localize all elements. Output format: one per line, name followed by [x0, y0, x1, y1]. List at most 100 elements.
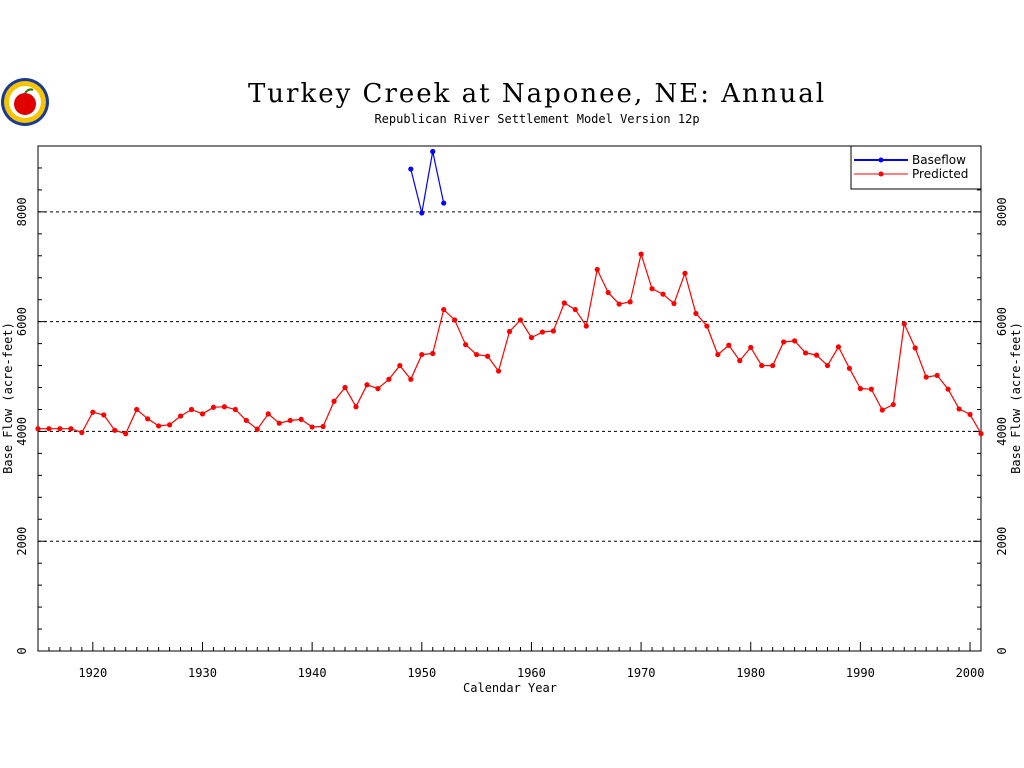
data-point-predicted [123, 431, 129, 437]
data-point-predicted [967, 411, 973, 418]
series-line-predicted [38, 251, 982, 435]
data-point-predicted [419, 351, 425, 358]
data-point-predicted [57, 426, 63, 432]
data-point-predicted [517, 317, 524, 323]
data-point-predicted [759, 362, 765, 369]
x-tick-label: 1990 [846, 666, 875, 680]
series-layer [35, 148, 984, 437]
data-point-predicted [463, 342, 469, 348]
x-tick-label: 1970 [627, 666, 656, 680]
y-tick-label: 8000 [15, 197, 29, 226]
axis-ticks [38, 167, 981, 652]
data-point-predicted [835, 344, 842, 350]
data-point-predicted [430, 350, 436, 357]
data-point-predicted [605, 289, 611, 296]
x-axis-label: Calendar Year [463, 681, 557, 695]
plot-frame [37, 145, 982, 652]
data-point-predicted [978, 431, 984, 437]
legend: Baseflow Predicted [850, 145, 982, 190]
data-point-predicted [550, 328, 556, 334]
data-point-baseflow [419, 210, 425, 216]
data-point-predicted [748, 344, 754, 351]
data-point-predicted [101, 412, 107, 418]
y-axis-label-right: Base Flow (acre-feet) [1009, 322, 1023, 474]
data-point-predicted [594, 266, 600, 273]
data-point-predicted [945, 386, 951, 392]
data-point-predicted [210, 404, 217, 410]
data-point-predicted [79, 429, 85, 436]
data-point-predicted [188, 406, 195, 413]
data-point-predicted [495, 368, 502, 374]
data-point-predicted [320, 423, 326, 430]
data-point-predicted [232, 406, 238, 413]
data-point-predicted [616, 301, 622, 307]
data-point-predicted [682, 270, 688, 276]
data-point-predicted [221, 404, 228, 410]
data-point-predicted [824, 362, 831, 369]
data-point-predicted [254, 426, 260, 432]
chart-title: Turkey Creek at Naponee, NE: Annual [248, 79, 826, 109]
data-point-predicted [627, 299, 633, 305]
y-tick-label: 8000 [995, 197, 1009, 226]
y-tick-label: 6000 [995, 307, 1009, 336]
data-point-predicted [561, 300, 567, 306]
data-point-predicted [879, 407, 885, 413]
data-point-predicted [846, 365, 853, 371]
data-point-predicted [715, 351, 721, 358]
data-point-predicted [331, 398, 337, 404]
data-point-predicted [671, 300, 677, 307]
data-point-predicted [156, 423, 162, 429]
y-tick-label: 2000 [15, 527, 29, 556]
legend-predicted-marker [878, 171, 884, 177]
x-tick-label: 1930 [188, 666, 217, 680]
data-point-predicted [35, 426, 41, 432]
legend-box [850, 145, 982, 190]
x-tick-label: 1980 [736, 666, 765, 680]
data-point-baseflow [441, 200, 447, 206]
data-point-predicted [474, 351, 480, 358]
data-point-predicted [572, 306, 578, 313]
data-point-predicted [638, 251, 644, 257]
y-tick-label: 2000 [995, 527, 1009, 556]
data-point-predicted [704, 323, 710, 329]
data-point-predicted [309, 424, 315, 430]
data-point-predicted [46, 426, 52, 432]
series-line-baseflow [410, 151, 445, 214]
data-point-predicted [90, 409, 96, 415]
data-point-predicted [265, 411, 271, 417]
y-axis-label-left: Base Flow (acre-feet) [1, 322, 15, 474]
data-point-predicted [243, 417, 249, 424]
y-tick-label: 0 [995, 647, 1009, 654]
data-point-predicted [353, 404, 359, 410]
data-point-predicted [134, 406, 140, 413]
y-tick-label: 6000 [15, 307, 29, 336]
legend-baseflow-label: Baseflow [912, 153, 966, 167]
data-point-predicted [781, 339, 787, 345]
data-point-predicted [912, 345, 918, 351]
data-point-predicted [868, 386, 874, 392]
data-point-predicted [660, 291, 666, 297]
data-point-predicted [276, 420, 282, 426]
data-point-predicted [956, 406, 962, 412]
legend-baseflow-marker [878, 157, 884, 163]
data-point-predicted [737, 358, 743, 364]
y-tick-label: 0 [15, 647, 29, 654]
tick-labels: 0 0 2000 2000 4000 4000 6000 6000 8000 8000 1920 19… [15, 197, 1009, 680]
data-point-predicted [397, 362, 403, 369]
data-point-predicted [813, 352, 820, 358]
data-point-predicted [177, 413, 184, 419]
data-point-predicted [583, 323, 589, 329]
data-point-predicted [802, 350, 809, 356]
data-point-predicted [408, 376, 414, 382]
chart-subtitle: Republican River Settlement Model Versio… [374, 112, 699, 126]
data-point-predicted [364, 382, 370, 388]
data-point-predicted [528, 334, 535, 341]
data-point-predicted [770, 362, 776, 369]
data-point-predicted [890, 401, 896, 408]
data-point-predicted [484, 353, 491, 359]
grid-lines [38, 211, 981, 542]
x-tick-label: 1960 [517, 666, 546, 680]
data-point-predicted [375, 386, 381, 392]
data-point-predicted [287, 417, 293, 424]
